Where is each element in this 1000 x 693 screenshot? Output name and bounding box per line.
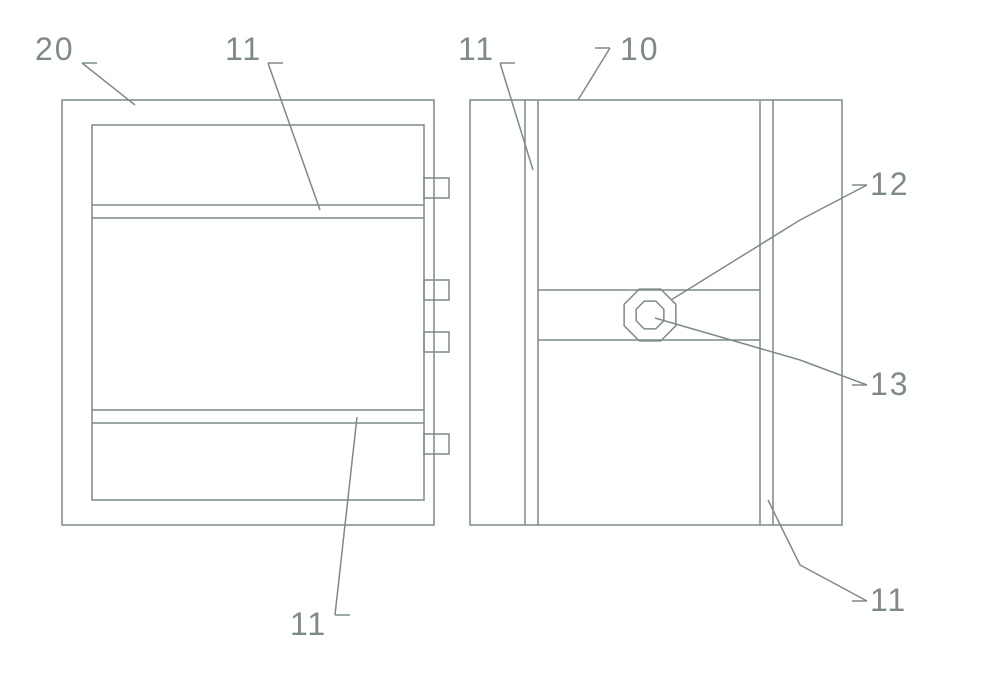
label-10: 10 bbox=[620, 31, 660, 67]
leader-20 bbox=[82, 63, 135, 105]
label-20: 20 bbox=[35, 31, 75, 67]
leader-13 bbox=[655, 318, 867, 385]
label-11a: 11 bbox=[225, 31, 262, 67]
leader-11c bbox=[768, 500, 867, 601]
hinge-tab-0 bbox=[424, 178, 449, 198]
leader-11a bbox=[268, 63, 320, 210]
bolt-inner bbox=[636, 301, 664, 329]
label-11b: 11 bbox=[458, 31, 495, 67]
label-13: 13 bbox=[870, 366, 910, 402]
label-11d: 11 bbox=[290, 606, 327, 642]
bolt-outer bbox=[624, 289, 676, 341]
leader-11b bbox=[500, 63, 533, 170]
hinge-tab-2 bbox=[424, 332, 449, 352]
right-outer-rect bbox=[470, 100, 842, 525]
hinge-tab-3 bbox=[424, 434, 449, 454]
label-11c: 11 bbox=[870, 582, 907, 618]
leader-12 bbox=[671, 185, 867, 300]
hinge-tab-1 bbox=[424, 280, 449, 300]
leader-11d bbox=[335, 417, 357, 615]
leader-10 bbox=[578, 48, 610, 100]
left-outer-rect bbox=[62, 100, 434, 525]
label-12: 12 bbox=[870, 166, 910, 202]
left-inner-rect bbox=[92, 125, 424, 500]
